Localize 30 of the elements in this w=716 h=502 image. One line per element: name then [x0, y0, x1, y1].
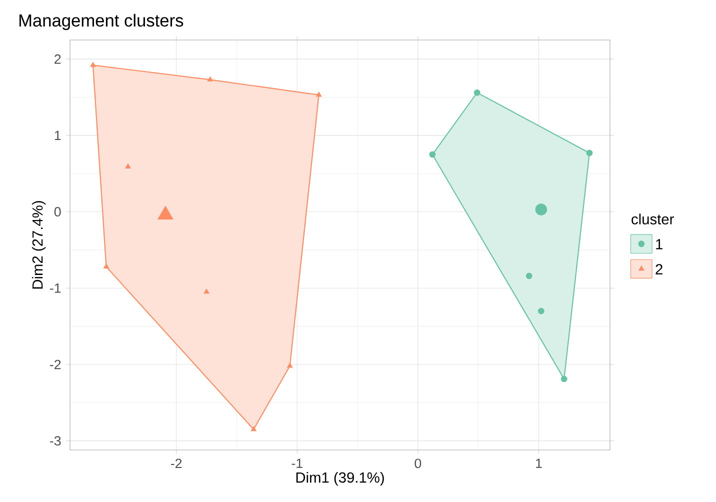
point [204, 288, 210, 294]
point [474, 89, 480, 96]
y-tick-label: 1 [54, 130, 61, 140]
legend-label: 2 [656, 264, 662, 274]
x-axis-title: Dim1 (39.1%) [296, 472, 384, 486]
point [538, 308, 544, 314]
point [560, 376, 568, 382]
point [207, 76, 213, 82]
point [103, 264, 110, 268]
x-tick-label: 1 [536, 458, 542, 468]
y-tick-label: -1 [50, 284, 61, 293]
point [526, 272, 532, 280]
y-tick-label: -2 [50, 360, 61, 370]
point [287, 362, 293, 368]
y-tick-label: -3 [50, 436, 61, 446]
point [586, 150, 593, 156]
point [316, 92, 322, 97]
point [90, 62, 96, 67]
x-tick-label: -2 [170, 458, 182, 468]
chart-title: Management clusters [19, 14, 184, 30]
point [125, 164, 131, 168]
x-tick-label: -1 [292, 458, 302, 468]
point [250, 426, 256, 432]
legend-title: cluster [632, 214, 674, 224]
legend-label: 1 [656, 239, 662, 250]
x-tick-label: 0 [414, 458, 422, 468]
y-axis-title: Dim2 (27.4%) [32, 201, 46, 289]
y-tick-label: 0 [54, 207, 61, 216]
point [429, 151, 436, 158]
y-tick-label: 2 [54, 54, 61, 64]
